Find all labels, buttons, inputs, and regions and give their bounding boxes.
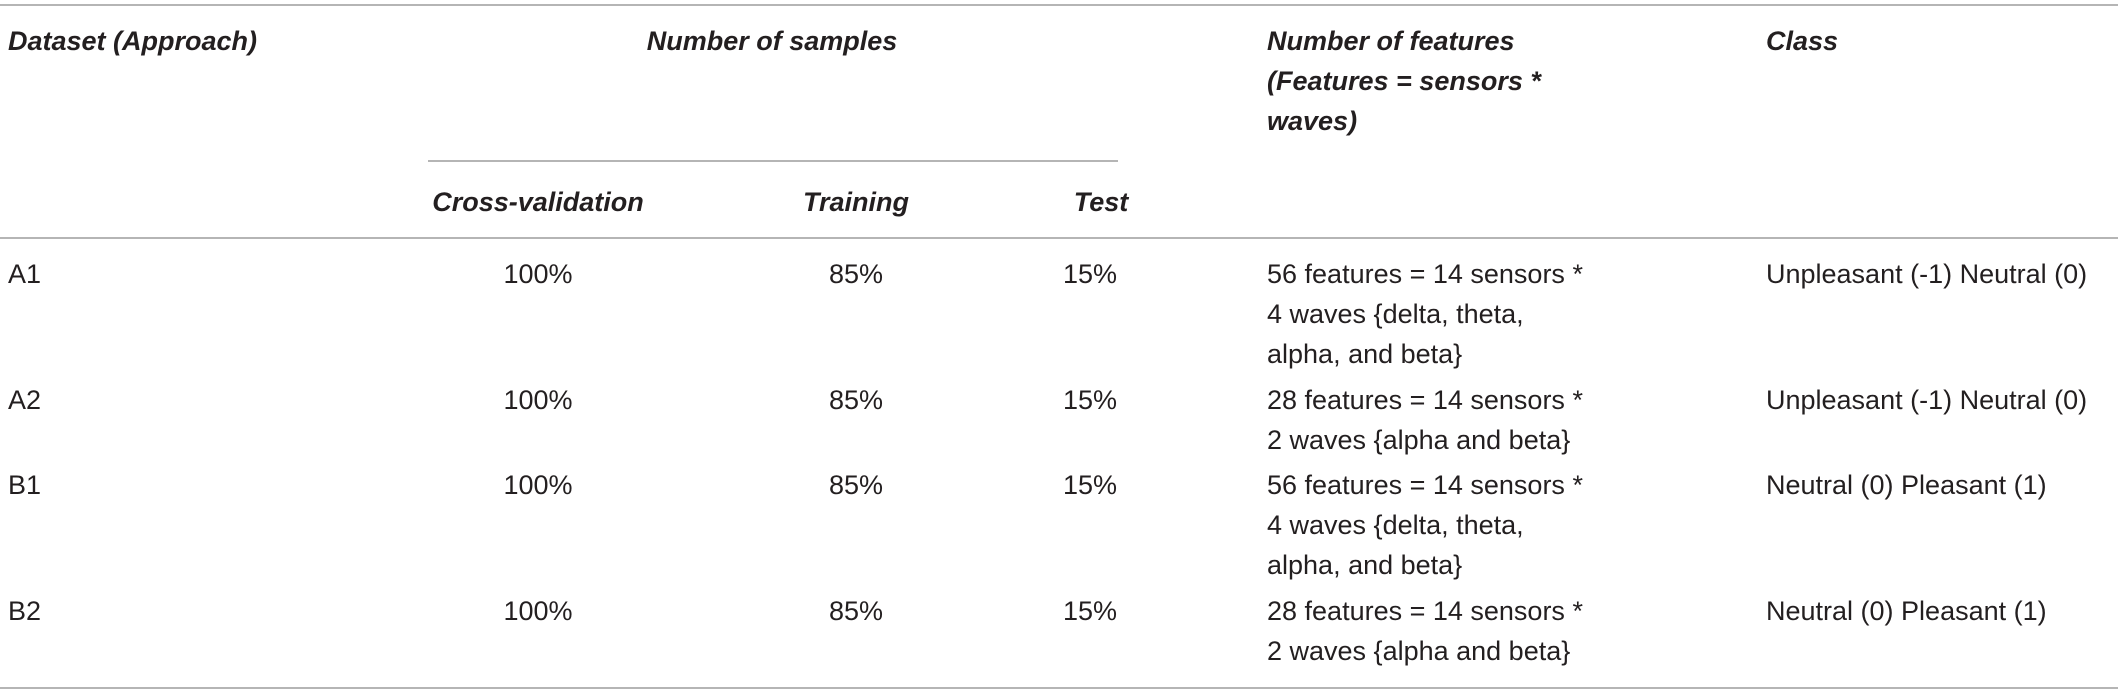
cell-cross-validation: 100% <box>503 596 573 626</box>
cell-dataset: B1 <box>8 470 42 500</box>
subheader-test: Test <box>1073 187 1129 217</box>
header-bottom-rule <box>0 237 2118 239</box>
header-number-of-samples: Number of samples <box>646 26 898 56</box>
cell-dataset: A1 <box>8 259 42 289</box>
cell-features: 28 features = 14 sensors * 2 waves {alph… <box>1267 591 1583 671</box>
cell-features-line: 4 waves {delta, theta, <box>1267 299 1524 329</box>
cell-test: 15% <box>1062 470 1118 500</box>
cell-class: Neutral (0) Pleasant (1) <box>1766 470 2047 500</box>
cell-features: 56 features = 14 sensors * 4 waves {delt… <box>1267 465 1583 585</box>
cell-training: 85% <box>828 596 884 626</box>
header-number-of-features: Number of features (Features = sensors *… <box>1267 21 1541 141</box>
cell-features-line: 28 features = 14 sensors * <box>1267 596 1583 626</box>
cell-test: 15% <box>1062 385 1118 415</box>
cell-training: 85% <box>828 470 884 500</box>
cell-class: Neutral (0) Pleasant (1) <box>1766 596 2047 626</box>
cell-features-line: alpha, and beta} <box>1267 339 1463 369</box>
cell-features-line: 2 waves {alpha and beta} <box>1267 636 1571 666</box>
cell-features-line: 56 features = 14 sensors * <box>1267 470 1583 500</box>
cell-training: 85% <box>828 259 884 289</box>
cell-features-line: 56 features = 14 sensors * <box>1267 259 1583 289</box>
header-features-line-2: (Features = sensors * <box>1267 66 1541 96</box>
cell-features: 28 features = 14 sensors * 2 waves {alph… <box>1267 380 1583 460</box>
subheader-cross-validation: Cross-validation <box>432 187 644 217</box>
cell-cross-validation: 100% <box>503 259 573 289</box>
cell-features-line: 2 waves {alpha and beta} <box>1267 425 1571 455</box>
cell-class: Unpleasant (-1) Neutral (0) <box>1766 385 2088 415</box>
cell-cross-validation: 100% <box>503 470 573 500</box>
cell-class: Unpleasant (-1) Neutral (0) <box>1766 259 2088 289</box>
header-features-line-3: waves) <box>1267 106 1358 136</box>
cell-cross-validation: 100% <box>503 385 573 415</box>
table-top-rule <box>0 4 2118 6</box>
cell-dataset: B2 <box>8 596 42 626</box>
samples-span-rule <box>428 160 1118 162</box>
subheader-training: Training <box>802 187 910 217</box>
header-dataset: Dataset (Approach) <box>8 26 258 56</box>
cell-training: 85% <box>828 385 884 415</box>
cell-test: 15% <box>1062 259 1118 289</box>
header-features-line-1: Number of features <box>1267 26 1515 56</box>
cell-features-line: 28 features = 14 sensors * <box>1267 385 1583 415</box>
cell-dataset: A2 <box>8 385 42 415</box>
table-bottom-rule <box>0 687 2118 689</box>
cell-test: 15% <box>1062 596 1118 626</box>
header-class: Class <box>1766 26 1839 56</box>
cell-features: 56 features = 14 sensors * 4 waves {delt… <box>1267 254 1583 374</box>
cell-features-line: alpha, and beta} <box>1267 550 1463 580</box>
cell-features-line: 4 waves {delta, theta, <box>1267 510 1524 540</box>
